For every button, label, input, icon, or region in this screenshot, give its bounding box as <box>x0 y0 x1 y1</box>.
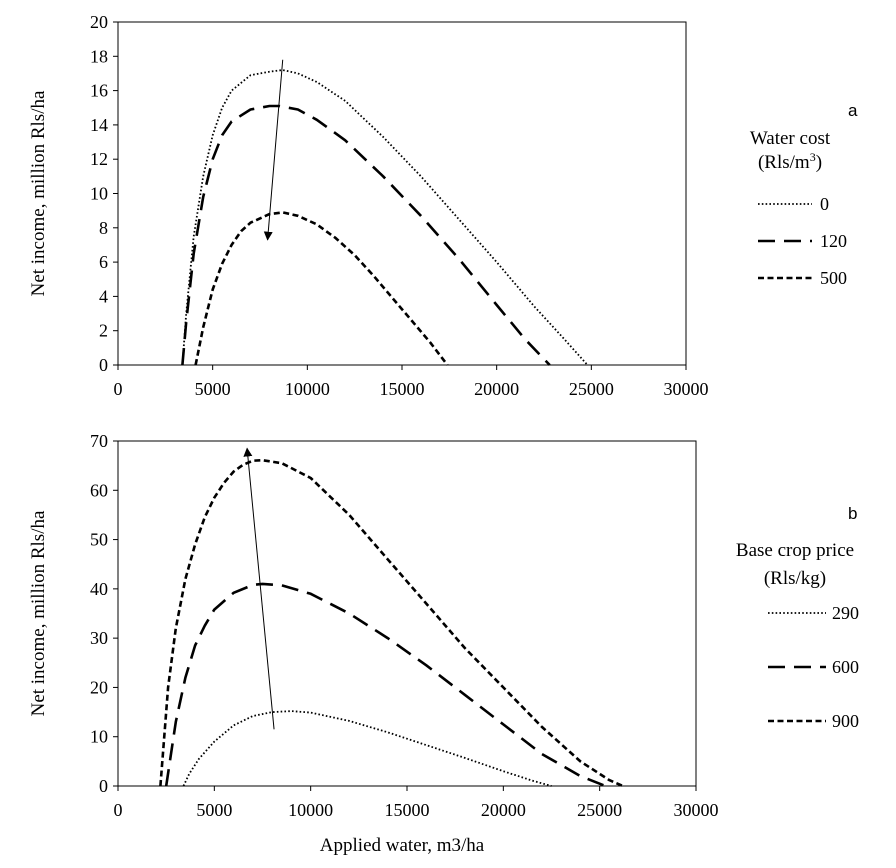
panel-letter: b <box>848 504 857 523</box>
y-tick-label: 30 <box>90 628 108 648</box>
legend-subtitle: (Rls/kg) <box>764 568 826 589</box>
y-tick-label: 2 <box>99 321 108 341</box>
series-line-900 <box>159 458 624 788</box>
trend-arrow <box>263 59 284 241</box>
y-tick-label: 12 <box>90 149 108 169</box>
legend-label-120: 120 <box>820 231 847 251</box>
series-line-600 <box>164 582 606 788</box>
y-tick-label: 10 <box>90 727 108 747</box>
y-tick-label: 50 <box>90 530 108 550</box>
legend-title: Water cost <box>750 128 831 149</box>
y-tick-label: 10 <box>90 184 108 204</box>
x-tick-label: 15000 <box>380 379 425 399</box>
x-tick-label: 0 <box>114 800 123 820</box>
legend-subtitle: (Rls/m3) <box>758 150 822 173</box>
y-tick-label: 40 <box>90 579 108 599</box>
y-axis-title: Net income, million Rls/ha <box>28 90 49 296</box>
x-tick-label: 25000 <box>569 379 614 399</box>
legend-label-600: 600 <box>832 657 859 677</box>
series-line-0 <box>181 69 589 366</box>
x-tick-label: 10000 <box>285 379 330 399</box>
y-tick-label: 14 <box>90 115 108 135</box>
x-tick-label: 5000 <box>196 800 232 820</box>
x-tick-label: 30000 <box>664 379 709 399</box>
legend-label-900: 900 <box>832 711 859 731</box>
trend-arrow <box>243 447 275 730</box>
series-line-290 <box>182 710 552 787</box>
panel-letter: a <box>848 101 858 120</box>
y-tick-label: 16 <box>90 81 108 101</box>
series-line-500 <box>194 211 449 366</box>
legend-label-0: 0 <box>820 194 829 214</box>
legend-label-290: 290 <box>832 603 859 623</box>
y-tick-label: 60 <box>90 480 108 500</box>
y-tick-label: 0 <box>99 776 108 796</box>
legend-title: Base crop price <box>736 540 854 561</box>
x-tick-label: 10000 <box>288 800 333 820</box>
x-tick-label: 15000 <box>385 800 430 820</box>
y-tick-label: 70 <box>90 431 108 451</box>
y-tick-label: 4 <box>99 286 108 306</box>
legend-label-500: 500 <box>820 268 847 288</box>
y-axis-title: Net income, million Rls/ha <box>28 510 49 716</box>
plot-frame <box>117 440 697 787</box>
x-tick-label: 20000 <box>474 379 519 399</box>
x-tick-label: 0 <box>114 379 123 399</box>
y-tick-label: 6 <box>99 252 108 272</box>
y-tick-label: 0 <box>99 355 108 375</box>
x-tick-label: 25000 <box>577 800 622 820</box>
x-tick-label: 30000 <box>674 800 719 820</box>
y-tick-label: 20 <box>90 12 108 32</box>
y-tick-label: 20 <box>90 677 108 697</box>
x-tick-label: 20000 <box>481 800 526 820</box>
y-tick-label: 18 <box>90 46 108 66</box>
chart-panel-b: 0 10 20 30 40 50 60 70 0 5000 10000 15000 20000 25000… <box>28 431 859 856</box>
y-tick-label: 8 <box>99 218 108 238</box>
x-tick-label: 5000 <box>195 379 231 399</box>
x-axis-title: Applied water, m3/ha <box>320 835 485 856</box>
